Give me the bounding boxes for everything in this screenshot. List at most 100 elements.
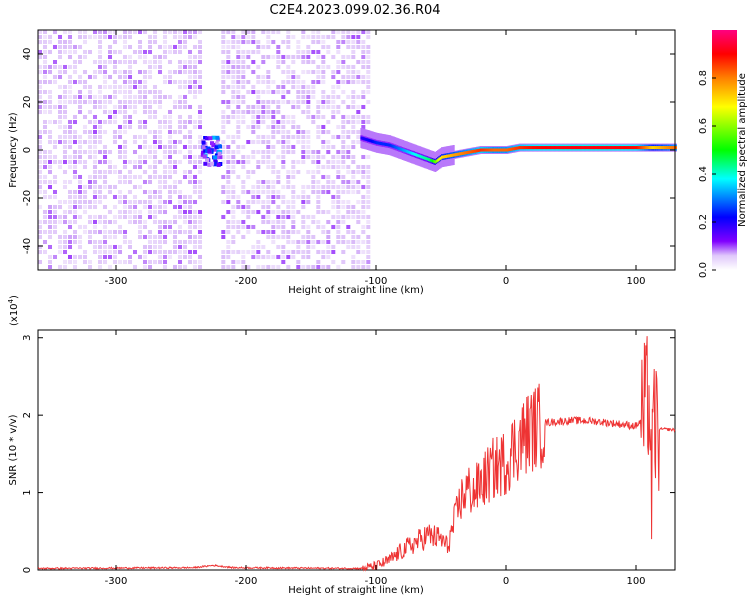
spectrogram-cell xyxy=(266,185,271,189)
spectrogram-cell xyxy=(93,190,97,194)
y-tick-label: 0 xyxy=(22,567,33,573)
spectrogram-cell xyxy=(173,215,177,219)
signal-core xyxy=(654,146,657,150)
signal-core xyxy=(565,146,568,150)
spectrogram-cell xyxy=(236,50,241,54)
spectrogram-cell xyxy=(63,185,67,189)
spectrogram-cell xyxy=(336,220,341,224)
spectrogram-cell xyxy=(236,80,241,84)
signal-core xyxy=(571,146,573,150)
spectrogram-cell xyxy=(178,210,182,214)
spectrogram-cell xyxy=(93,150,97,154)
spectrogram-cell xyxy=(88,110,92,114)
spectrogram-cell xyxy=(158,235,162,239)
spectrogram-cell xyxy=(63,200,67,204)
spectrogram-cell xyxy=(336,210,341,214)
spectrogram-cell xyxy=(48,155,52,159)
spectrogram-cell xyxy=(351,145,356,149)
spectrogram-cell xyxy=(48,160,52,164)
spectrogram-cell xyxy=(113,185,117,189)
spectrogram-cell xyxy=(68,65,72,69)
spectrogram-cell xyxy=(241,85,246,89)
spectrogram-cell xyxy=(168,80,172,84)
spectrogram-cell xyxy=(241,145,246,149)
spectrogram-cell xyxy=(276,140,281,144)
spectrogram-cell xyxy=(53,205,57,209)
signal-core xyxy=(521,146,524,150)
spectrogram-cell xyxy=(148,90,152,94)
spectrogram-cell xyxy=(286,185,291,189)
spectrogram-cell xyxy=(226,210,231,214)
y-tick-label: 40 xyxy=(22,48,33,61)
spectrogram-cell xyxy=(133,205,137,209)
signal-core xyxy=(407,150,410,154)
spectrogram-cell xyxy=(276,225,281,229)
spectrogram-cell xyxy=(341,175,346,179)
spectrogram-cell xyxy=(168,60,172,64)
spectrogram-cell xyxy=(38,250,42,254)
spectrogram-cell xyxy=(148,230,152,234)
spectrogram-cell xyxy=(83,80,87,84)
spectrogram-cell xyxy=(123,240,127,244)
spectrogram-cell xyxy=(88,180,92,184)
spectrogram-cell xyxy=(103,220,107,224)
spectrogram-cell xyxy=(331,85,336,89)
spectrogram-cell xyxy=(271,80,276,84)
spectrogram-cell xyxy=(361,265,366,269)
spectrogram-cell xyxy=(148,115,152,119)
spectrogram-cell xyxy=(266,265,271,269)
spectrogram-cell xyxy=(63,265,67,269)
spectrogram-cell xyxy=(148,65,152,69)
spectrogram-cell xyxy=(113,95,117,99)
spectrogram-cell xyxy=(73,150,77,154)
spectrogram-cell xyxy=(133,200,137,204)
spectrogram-cell xyxy=(246,205,251,209)
spectrogram-cell xyxy=(366,170,371,174)
spectrogram-cell xyxy=(231,225,236,229)
spectrogram-cell xyxy=(113,220,117,224)
spectrogram-cell xyxy=(281,250,286,254)
spectrogram-cell xyxy=(316,225,321,229)
spectrogram-cell xyxy=(351,245,356,249)
spectrogram-cell xyxy=(306,200,311,204)
spectrogram-cell xyxy=(148,260,152,264)
spectrogram-cell xyxy=(93,30,97,34)
spectrogram-cell xyxy=(48,195,52,199)
spectrogram-cell xyxy=(83,100,87,104)
spectrogram-cell xyxy=(63,65,67,69)
spectrogram-cell xyxy=(231,235,236,239)
spectrogram-cell xyxy=(103,70,107,74)
spectrogram-cell xyxy=(158,55,162,59)
spectrogram-cell xyxy=(301,70,306,74)
signal-core xyxy=(403,149,406,152)
spectrogram-cell xyxy=(118,190,122,194)
spectrogram-cell xyxy=(226,105,231,109)
spectrogram-cell xyxy=(276,195,281,199)
spectrogram-cell xyxy=(188,135,192,139)
spectrogram-cell xyxy=(118,125,122,129)
signal-core xyxy=(533,146,536,150)
spectrogram-cell xyxy=(98,60,102,64)
spectrogram-cell xyxy=(63,90,67,94)
spectrogram-cell xyxy=(361,55,366,59)
spectrogram-cell xyxy=(351,260,356,264)
spectrogram-cell xyxy=(38,130,42,134)
signal-core xyxy=(377,141,380,145)
spectrogram-cell xyxy=(143,105,147,109)
spectrogram-cell xyxy=(316,195,321,199)
spectrogram-cell xyxy=(98,50,102,54)
spectrogram-cell xyxy=(188,60,192,64)
spectrogram-cell xyxy=(38,95,42,99)
spectrogram-cell xyxy=(241,255,246,259)
signal-core xyxy=(646,146,649,150)
spectrogram-cell xyxy=(346,145,351,149)
signal-core xyxy=(385,143,388,146)
spectrogram-cell xyxy=(261,220,266,224)
spectrogram-cell xyxy=(63,180,67,184)
spectrogram-cell xyxy=(143,80,147,84)
spectrogram-cell xyxy=(351,140,356,144)
spectrogram-cell xyxy=(316,185,321,189)
signal-core xyxy=(610,146,612,150)
spectrogram-cell xyxy=(78,100,82,104)
spectrogram-cell xyxy=(43,50,47,54)
